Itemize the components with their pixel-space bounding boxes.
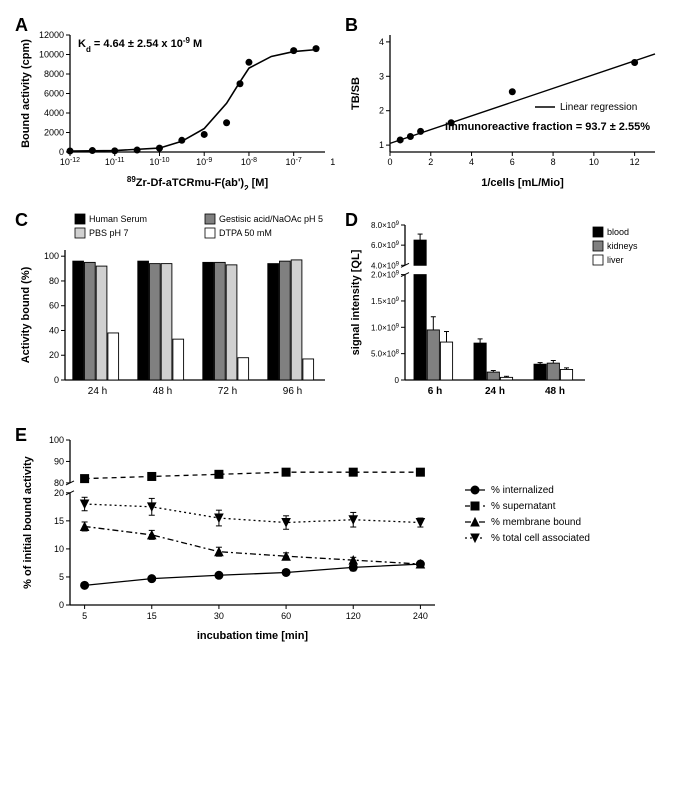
svg-text:20: 20 <box>54 488 64 498</box>
svg-text:24 h: 24 h <box>485 386 505 397</box>
svg-text:80: 80 <box>54 478 64 488</box>
svg-text:kidneys: kidneys <box>607 241 638 251</box>
svg-text:2: 2 <box>379 106 384 116</box>
svg-text:2000: 2000 <box>44 128 64 138</box>
svg-text:0: 0 <box>59 147 64 157</box>
svg-text:15: 15 <box>54 516 64 526</box>
svg-text:100: 100 <box>44 251 59 261</box>
svg-text:% membrane bound: % membrane bound <box>491 517 581 528</box>
panel-e: E 0 5 10 15 2080 90 100 5 15 30 60 120 240 % of initi… <box>15 425 665 645</box>
svg-text:10-8: 10-8 <box>241 157 257 168</box>
panel-a: A 0 2000 4000 6000 8000 10000 12000 10-12 10-11 1… <box>15 15 335 190</box>
svg-text:2.0×109: 2.0×109 <box>371 271 400 280</box>
svg-text:1.0×109: 1.0×109 <box>371 323 400 332</box>
svg-text:signal intensity [QL]: signal intensity [QL] <box>350 249 362 355</box>
svg-text:PBS pH 7: PBS pH 7 <box>89 228 129 238</box>
svg-text:4000: 4000 <box>44 108 64 118</box>
panel-d-label: D <box>345 210 358 231</box>
svg-text:TB/SB: TB/SB <box>350 77 362 110</box>
svg-text:60: 60 <box>281 611 291 621</box>
svg-text:1.5×109: 1.5×109 <box>371 297 400 306</box>
svg-text:0: 0 <box>395 376 400 385</box>
svg-text:48 h: 48 h <box>153 386 172 397</box>
svg-text:incubation time [min]: incubation time [min] <box>197 630 309 642</box>
svg-text:10-7: 10-7 <box>286 157 302 168</box>
svg-text:40: 40 <box>49 325 59 335</box>
svg-text:Kd = 4.64 ± 2.54 x 10-9 M: Kd = 4.64 ± 2.54 x 10-9 M <box>78 36 202 54</box>
svg-text:6 h: 6 h <box>428 386 442 397</box>
svg-text:6: 6 <box>510 157 515 167</box>
svg-text:Human Serum: Human Serum <box>89 214 147 224</box>
svg-text:0: 0 <box>59 600 64 610</box>
panel-c: C 0 20 40 60 80 100 24 h 48 h 72 h 96 h Activity b… <box>15 210 335 405</box>
svg-text:240: 240 <box>413 611 428 621</box>
svg-text:% internalized: % internalized <box>491 485 554 496</box>
svg-text:Linear regression: Linear regression <box>560 102 637 113</box>
svg-text:15: 15 <box>147 611 157 621</box>
svg-text:5.0×108: 5.0×108 <box>371 350 400 359</box>
panel-a-chart: 0 2000 4000 6000 8000 10000 12000 10-12 10-11 10-… <box>15 15 335 190</box>
svg-text:12: 12 <box>630 157 640 167</box>
svg-text:10: 10 <box>589 157 599 167</box>
panel-e-label: E <box>15 425 27 446</box>
svg-text:liver: liver <box>607 255 624 265</box>
svg-text:0: 0 <box>54 375 59 385</box>
svg-text:100: 100 <box>49 435 64 445</box>
svg-text:10-11: 10-11 <box>105 157 125 168</box>
panel-b-chart: 1234024681012TB/SB1/cells [mL/Mio]Linear… <box>345 15 665 190</box>
svg-text:1/cells [mL/Mio]: 1/cells [mL/Mio] <box>481 177 564 189</box>
svg-text:72 h: 72 h <box>218 386 237 397</box>
panel-d-chart: 0 5.0×108 1.0×109 1.5×109 2.0×1094.0×109 6.0×… <box>345 210 665 405</box>
svg-text:10-9: 10-9 <box>196 157 212 168</box>
svg-text:5: 5 <box>59 572 64 582</box>
svg-text:Immunoreactive fraction = 93.7: Immunoreactive fraction = 93.7 ± 2.55% <box>445 121 650 133</box>
svg-text:blood: blood <box>607 227 629 237</box>
svg-text:10-12: 10-12 <box>60 157 80 168</box>
svg-text:80: 80 <box>49 276 59 286</box>
svg-text:60: 60 <box>49 301 59 311</box>
svg-text:90: 90 <box>54 456 64 466</box>
svg-text:8000: 8000 <box>44 69 64 79</box>
panel-c-chart: 0 20 40 60 80 100 24 h 48 h 72 h 96 h Activity bou… <box>15 210 335 405</box>
svg-text:DTPA 50 mM: DTPA 50 mM <box>219 228 272 238</box>
svg-text:10-6: 10-6 <box>330 157 335 168</box>
panel-b: B 1234024681012TB/SB1/cells [mL/Mio]Line… <box>345 15 665 190</box>
panel-a-label: A <box>15 15 28 36</box>
svg-text:6000: 6000 <box>44 89 64 99</box>
svg-text:0: 0 <box>387 157 392 167</box>
svg-text:1: 1 <box>379 140 384 150</box>
svg-text:48 h: 48 h <box>545 386 565 397</box>
svg-text:Gestisic acid/NaOAc pH 5: Gestisic acid/NaOAc pH 5 <box>219 214 323 224</box>
svg-text:Activity bound (%): Activity bound (%) <box>20 266 32 363</box>
svg-text:24 h: 24 h <box>88 386 107 397</box>
svg-text:8: 8 <box>551 157 556 167</box>
svg-text:10000: 10000 <box>39 50 64 60</box>
svg-text:10-10: 10-10 <box>149 157 169 168</box>
panel-b-label: B <box>345 15 358 36</box>
panel-d: D 0 5.0×108 1.0×109 1.5×109 2.0×1094.0×109 6.… <box>345 210 665 405</box>
svg-text:4: 4 <box>469 157 474 167</box>
svg-text:30: 30 <box>214 611 224 621</box>
svg-text:12000: 12000 <box>39 30 64 40</box>
svg-text:2: 2 <box>428 157 433 167</box>
svg-text:6.0×109: 6.0×109 <box>371 241 400 250</box>
svg-text:% of initial bound activity: % of initial bound activity <box>22 455 34 589</box>
svg-text:4: 4 <box>379 37 384 47</box>
svg-text:10: 10 <box>54 544 64 554</box>
svg-text:5: 5 <box>82 611 87 621</box>
svg-text:3: 3 <box>379 71 384 81</box>
svg-text:% total cell associated: % total cell associated <box>491 533 590 544</box>
svg-text:8.0×109: 8.0×109 <box>371 221 400 230</box>
panel-e-chart: 0 5 10 15 2080 90 100 5 15 30 60 120 240 % of initial… <box>15 425 655 645</box>
svg-text:4.0×109: 4.0×109 <box>371 261 400 270</box>
panel-c-label: C <box>15 210 28 231</box>
svg-text:120: 120 <box>346 611 361 621</box>
svg-text:% supernatant: % supernatant <box>491 501 556 512</box>
svg-text:89Zr-Df-aTCRmu-F(ab')2 [M]: 89Zr-Df-aTCRmu-F(ab')2 [M] <box>127 175 269 191</box>
svg-text:Bound activity (cpm): Bound activity (cpm) <box>20 39 32 148</box>
figure-grid: A 02000400060008000100001200010-1210-111… <box>15 15 660 645</box>
svg-text:96 h: 96 h <box>283 386 302 397</box>
svg-text:20: 20 <box>49 350 59 360</box>
